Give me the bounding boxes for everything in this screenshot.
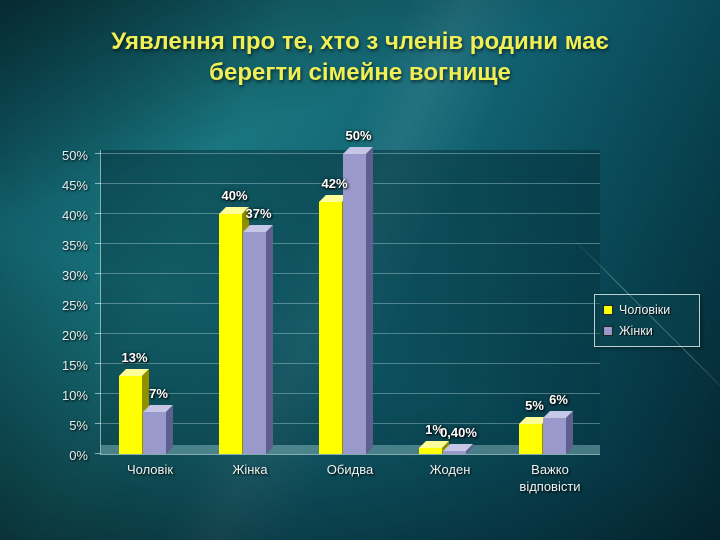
y-tick-label: 20% bbox=[61, 328, 88, 343]
bar bbox=[219, 214, 242, 454]
category-label: Жінка bbox=[232, 462, 268, 477]
y-tick-label: 35% bbox=[61, 238, 88, 253]
data-label: 7% bbox=[149, 386, 168, 401]
y-tick-mark bbox=[95, 243, 101, 244]
y-tick-label: 40% bbox=[61, 208, 88, 223]
chart-legend: Чоловіки Жінки bbox=[594, 294, 700, 347]
x-axis-labels: Чоловік Жінка Обидва Жоден Важко відповісти bbox=[100, 462, 600, 502]
category-label: Обидва bbox=[326, 462, 374, 477]
y-tick-label: 5% bbox=[69, 418, 88, 433]
data-label: 0,40% bbox=[440, 425, 477, 440]
y-tick-label: 30% bbox=[61, 268, 88, 283]
y-tick-mark bbox=[95, 423, 101, 424]
data-label: 6% bbox=[549, 392, 568, 407]
data-label: 37% bbox=[245, 206, 272, 221]
legend-swatch bbox=[603, 326, 613, 336]
y-tick-mark bbox=[95, 333, 101, 334]
plot-area: 13% 7% 40% 37% 42% 50% 1% 0,40% 5% 6% bbox=[95, 128, 600, 455]
y-tick-label: 45% bbox=[61, 178, 88, 193]
legend-item: Жінки bbox=[603, 324, 691, 338]
y-tick-mark bbox=[95, 393, 101, 394]
y-tick-mark bbox=[95, 153, 101, 154]
y-tick-mark bbox=[95, 213, 101, 214]
y-tick-mark bbox=[95, 273, 101, 274]
y-tick-label: 0% bbox=[69, 448, 88, 463]
data-label: 42% bbox=[321, 176, 348, 191]
legend-swatch bbox=[603, 305, 613, 315]
y-tick-mark bbox=[95, 183, 101, 184]
bar bbox=[243, 232, 266, 454]
slide-title-line2: берегти сімейне вогнище bbox=[209, 59, 511, 87]
y-tick-label: 15% bbox=[61, 358, 88, 373]
category-label: Важко відповісти bbox=[519, 462, 581, 494]
legend-label: Жінки bbox=[619, 324, 653, 338]
data-label: 1% bbox=[425, 422, 444, 437]
bar bbox=[343, 154, 366, 454]
data-label: 50% bbox=[345, 128, 372, 143]
category-label: Чоловік bbox=[126, 462, 174, 477]
bar bbox=[119, 376, 142, 454]
bar bbox=[319, 202, 342, 454]
legend-label: Чоловіки bbox=[619, 303, 671, 317]
data-label: 13% bbox=[121, 350, 148, 365]
bar bbox=[143, 412, 166, 454]
y-axis-labels: 0% 5% 10% 15% 20% 25% 30% 35% 40% 45% 50% bbox=[38, 148, 92, 463]
y-tick-label: 50% bbox=[61, 148, 88, 163]
y-tick-label: 25% bbox=[61, 298, 88, 313]
category-label: Жоден bbox=[429, 462, 471, 477]
y-tick-mark bbox=[95, 453, 101, 454]
slide-title-line1: Уявлення про те, хто з членів родини має bbox=[111, 28, 609, 55]
data-label: 5% bbox=[525, 398, 544, 413]
bar bbox=[519, 424, 542, 454]
data-label: 40% bbox=[221, 188, 248, 203]
legend-item: Чоловіки bbox=[603, 303, 691, 317]
bar bbox=[543, 418, 566, 454]
bar bbox=[419, 448, 442, 454]
slide-title: Уявлення про те, хто з членів родини має… bbox=[40, 26, 680, 88]
y-tick-mark bbox=[95, 363, 101, 364]
y-tick-mark bbox=[95, 303, 101, 304]
y-tick-label: 10% bbox=[61, 388, 88, 403]
bar bbox=[443, 451, 466, 454]
